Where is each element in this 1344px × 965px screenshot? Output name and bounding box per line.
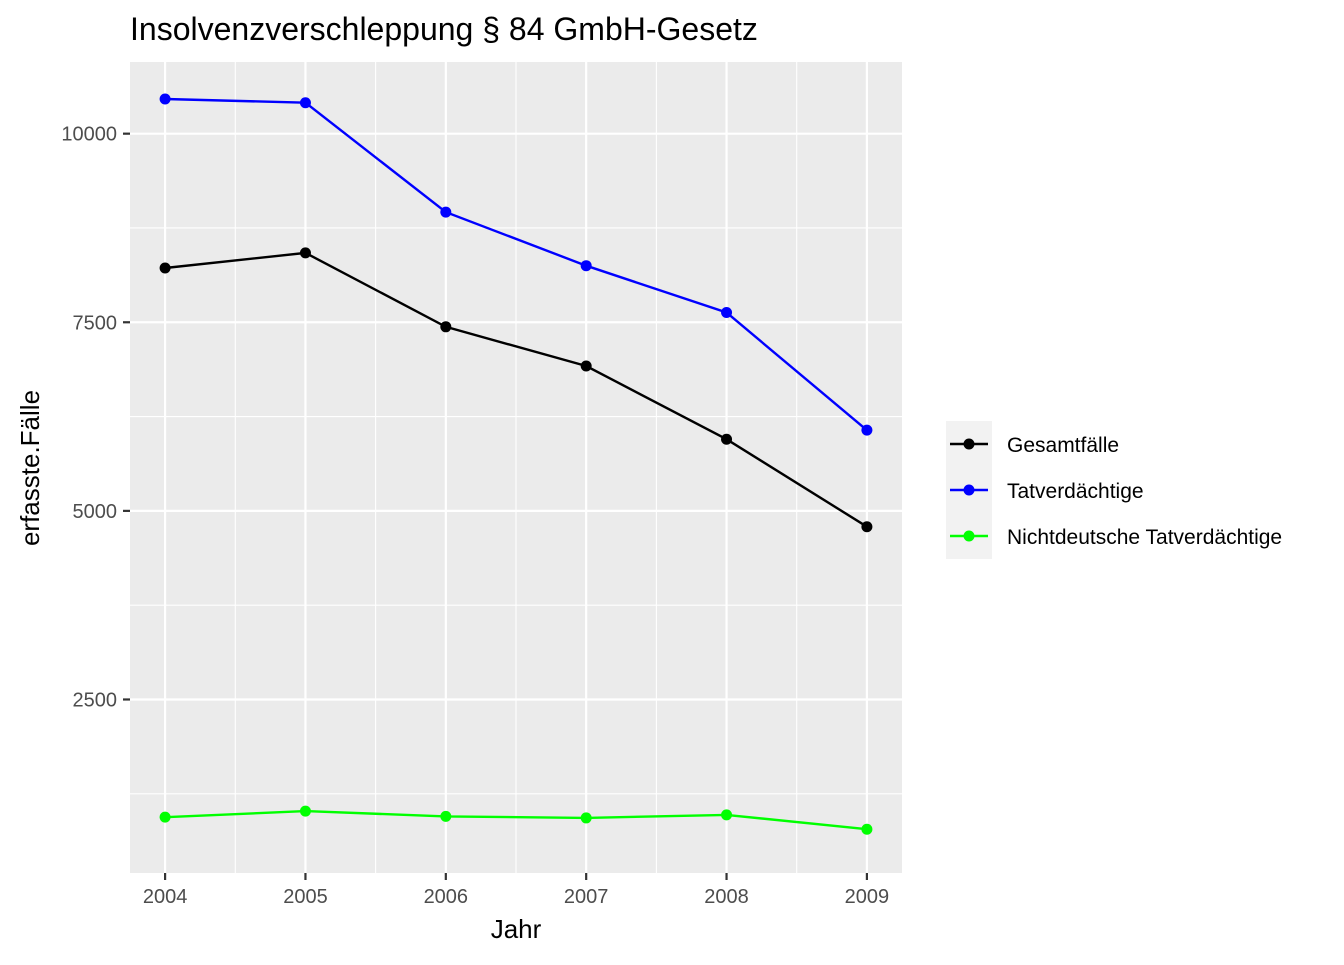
minor-gridlines <box>130 62 902 873</box>
legend-label: Tatverdächtige <box>1007 480 1144 503</box>
data-point <box>861 823 873 835</box>
data-point <box>159 811 171 823</box>
series-line <box>165 809 868 831</box>
legend-item: Nichtdeutsche Tatverdächtige <box>950 526 1282 549</box>
data-point <box>861 424 873 436</box>
x-tick-label: 2009 <box>845 886 890 908</box>
data-point <box>299 247 311 259</box>
x-axis: 2004 2005 2006 2007 2008 2009 <box>143 873 889 908</box>
data-point <box>159 93 171 105</box>
y-tick-label: 7500 <box>73 312 118 334</box>
y-tick-label: 5000 <box>73 501 118 523</box>
series-line <box>164 251 868 528</box>
y-tick-label: 10000 <box>61 124 117 146</box>
legend-item: Tatverdächtige <box>950 480 1144 503</box>
data-point <box>440 206 452 218</box>
legend-label: Gesamtfälle <box>1007 434 1119 457</box>
data-point <box>580 812 592 824</box>
legend-label: Nichtdeutsche Tatverdächtige <box>1007 526 1282 549</box>
legend-key-point <box>963 530 975 542</box>
series-lines <box>159 93 873 835</box>
data-point <box>861 521 873 533</box>
series-2 <box>159 93 873 436</box>
x-axis-title: Jahr <box>491 914 542 944</box>
legend: Gesamtfälle Tatverdächtige Nichtdeutsche T… <box>946 421 1282 559</box>
data-point <box>299 97 311 109</box>
data-point <box>721 433 733 445</box>
chart-title: Insolvenzverschleppung § 84 GmbH-Gesetz <box>130 11 758 47</box>
x-tick-label: 2004 <box>143 886 188 908</box>
series-1 <box>159 247 873 533</box>
data-point <box>440 810 452 822</box>
legend-item: Gesamtfälle <box>950 434 1119 457</box>
x-tick-label: 2008 <box>704 886 749 908</box>
data-point <box>159 262 171 274</box>
data-point <box>440 321 452 333</box>
x-tick-label: 2006 <box>424 886 469 908</box>
series-3 <box>159 805 873 835</box>
data-point <box>721 306 733 318</box>
data-point <box>299 805 311 817</box>
legend-key-point <box>963 438 975 450</box>
major-gridlines <box>130 62 902 873</box>
data-point <box>721 809 733 821</box>
legend-key-point <box>963 484 975 496</box>
y-axis: 2500 5000 7500 10000 <box>61 124 130 711</box>
series-line <box>165 97 868 432</box>
x-tick-label: 2005 <box>283 886 328 908</box>
data-point <box>580 360 592 372</box>
data-point <box>580 260 592 272</box>
x-tick-label: 2007 <box>564 886 609 908</box>
y-tick-label: 2500 <box>73 689 118 711</box>
y-axis-title: erfasste.Fälle <box>15 390 45 546</box>
